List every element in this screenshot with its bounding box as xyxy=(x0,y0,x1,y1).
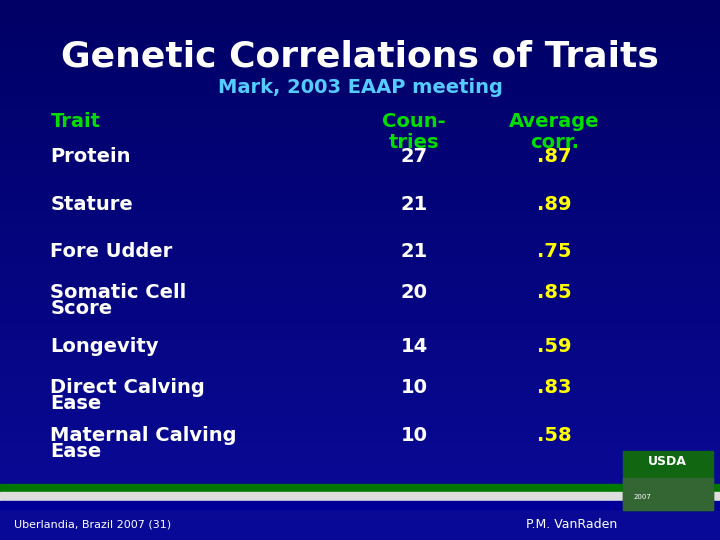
Text: tries: tries xyxy=(389,132,439,152)
Bar xyxy=(0,501,720,509)
Text: Average: Average xyxy=(509,112,600,131)
Text: Trait: Trait xyxy=(50,112,100,131)
Text: Uberlandia, Brazil 2007 (31): Uberlandia, Brazil 2007 (31) xyxy=(14,520,171,530)
Text: .59: .59 xyxy=(537,337,572,356)
Text: .83: .83 xyxy=(537,378,572,397)
Text: .75: .75 xyxy=(537,242,572,261)
Text: Genetic Correlations of Traits: Genetic Correlations of Traits xyxy=(61,40,659,73)
Text: USDA: USDA xyxy=(649,455,687,468)
Text: Score: Score xyxy=(50,299,112,319)
Text: Maternal Calving: Maternal Calving xyxy=(50,426,237,445)
Text: Coun-: Coun- xyxy=(382,112,446,131)
Bar xyxy=(623,477,713,510)
Text: 2007: 2007 xyxy=(634,494,652,500)
Text: .89: .89 xyxy=(537,194,572,214)
Text: Mark, 2003 EAAP meeting: Mark, 2003 EAAP meeting xyxy=(217,78,503,97)
Text: P.M. VanRaden: P.M. VanRaden xyxy=(526,518,617,531)
Bar xyxy=(0,492,720,501)
Text: Fore Udder: Fore Udder xyxy=(50,242,173,261)
Text: Longevity: Longevity xyxy=(50,337,159,356)
Text: Protein: Protein xyxy=(50,147,131,166)
Text: .87: .87 xyxy=(537,147,572,166)
Text: Ease: Ease xyxy=(50,442,102,461)
Bar xyxy=(623,451,713,510)
Text: 27: 27 xyxy=(400,147,428,166)
Text: .85: .85 xyxy=(537,283,572,302)
Text: corr.: corr. xyxy=(530,132,579,152)
Text: 20: 20 xyxy=(400,283,428,302)
Text: 21: 21 xyxy=(400,194,428,214)
Text: Direct Calving: Direct Calving xyxy=(50,378,205,397)
Text: Stature: Stature xyxy=(50,194,133,214)
Text: Ease: Ease xyxy=(50,394,102,414)
Text: 10: 10 xyxy=(400,378,428,397)
Text: 14: 14 xyxy=(400,337,428,356)
Text: 21: 21 xyxy=(400,242,428,261)
Text: 10: 10 xyxy=(400,426,428,445)
Bar xyxy=(0,484,720,492)
Text: Somatic Cell: Somatic Cell xyxy=(50,283,186,302)
Text: .58: .58 xyxy=(537,426,572,445)
